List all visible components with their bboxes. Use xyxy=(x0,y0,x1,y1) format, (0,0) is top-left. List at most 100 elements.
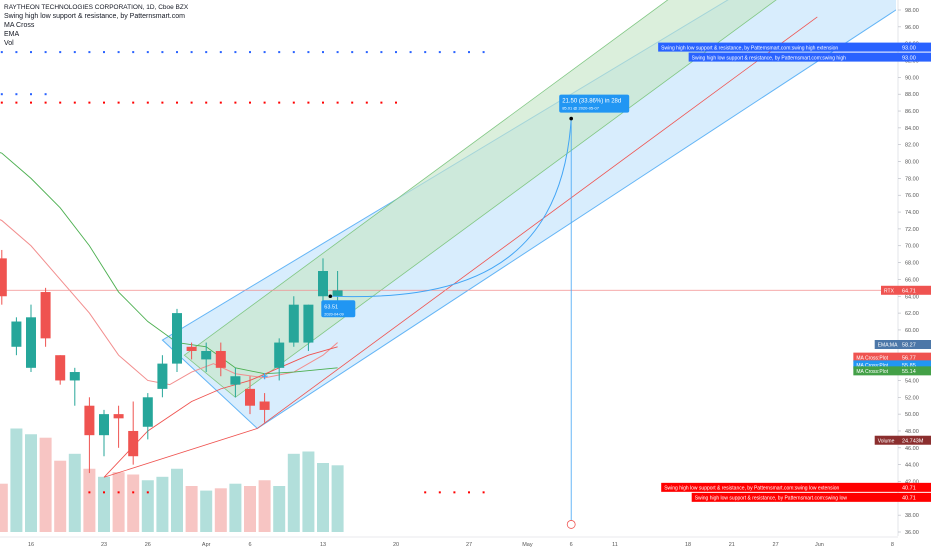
projection-end-sublabel: 85.01 @ 2020-05-07 xyxy=(562,106,600,111)
volume-bar xyxy=(83,468,96,532)
swing-high-dot xyxy=(103,51,105,54)
candles xyxy=(0,249,343,474)
projection-start-point xyxy=(328,294,333,299)
candle-body xyxy=(201,350,212,360)
swing-high-dot xyxy=(205,51,208,54)
price-badge-label-bg xyxy=(874,435,899,445)
price-axis-label: 68.00 xyxy=(905,261,919,267)
candle-body xyxy=(303,304,314,343)
swing-high-dot xyxy=(263,101,266,104)
candle-body xyxy=(40,292,51,339)
time-axis-label: 13 xyxy=(320,542,326,548)
price-badge-value-bg xyxy=(899,366,931,376)
swing-low-dot xyxy=(88,491,91,494)
ema-line xyxy=(0,219,338,386)
swing-levels xyxy=(0,51,485,494)
price-axis-label: 38.00 xyxy=(905,513,919,519)
volume-bar xyxy=(10,428,23,532)
swing-high-dot xyxy=(44,93,47,96)
swing-high-dot xyxy=(307,101,310,104)
time-axis-label: 27 xyxy=(773,542,779,548)
volume-bar xyxy=(39,437,52,532)
volume-bar xyxy=(214,488,227,532)
price-axis-label: 48.00 xyxy=(905,429,919,435)
price-axis-label: 64.00 xyxy=(905,294,919,300)
projection: 63.51 2020-04-09 21.50 (33.86%) in 28d85.0… xyxy=(261,94,630,529)
swing-low-dot xyxy=(103,491,105,494)
candle-body xyxy=(172,313,182,364)
swing-high-dot xyxy=(44,51,47,54)
price-badge-value-bg xyxy=(899,482,931,492)
swing-high-dot xyxy=(88,101,91,104)
swing-high-dot xyxy=(336,101,339,104)
volume-bar xyxy=(171,468,183,532)
price-axis-label: 66.00 xyxy=(905,277,919,283)
swing-low-dot xyxy=(132,491,135,494)
volume-bar xyxy=(68,453,81,532)
candle-body xyxy=(11,321,22,347)
plot-area: 63.51 2020-04-09 21.50 (33.86%) in 28d85.0… xyxy=(0,0,896,532)
volume-bar xyxy=(156,476,169,532)
swing-high-dot xyxy=(59,101,62,104)
price-badge-label: Swing high low support & resistance, by … xyxy=(664,486,839,492)
legend-indicator-ma-cross[interactable]: MA Cross xyxy=(4,22,35,29)
price-axis-label: 84.00 xyxy=(905,126,919,132)
swing-high-dot xyxy=(117,51,120,54)
swing-high-dot xyxy=(468,51,470,54)
candle-body xyxy=(0,258,7,297)
price-badge-value-bg xyxy=(899,435,931,445)
swing-high-dot xyxy=(351,51,354,54)
time-axis-label: Jun xyxy=(815,542,824,548)
candle-body xyxy=(69,372,80,381)
candle-body xyxy=(259,401,270,410)
price-badge-label: Swing high low support & resistance, by … xyxy=(692,55,846,61)
projection-start-sublabel: 2020-04-09 xyxy=(324,312,343,316)
price-badge-value: 93.00 xyxy=(902,55,916,61)
price-axis-label: 96.00 xyxy=(905,25,919,31)
swing-high-dot xyxy=(30,101,32,104)
swing-high-dot xyxy=(44,101,47,104)
legend-title: RAYTHEON TECHNOLOGIES CORPORATION, 1D, C… xyxy=(4,4,189,11)
price-badge-value-bg xyxy=(899,285,931,295)
swing-high-dot xyxy=(15,101,18,104)
candle-body xyxy=(230,376,241,385)
candle-body xyxy=(113,414,124,419)
price-badge-value: 93.00 xyxy=(902,45,916,51)
price-axis-label: 44.00 xyxy=(905,463,919,469)
swing-high-dot xyxy=(30,51,32,54)
swing-high-dot xyxy=(234,101,237,104)
channel-outer-band xyxy=(161,0,896,430)
price-axis-label: 36.00 xyxy=(905,530,919,536)
price-badge-label-bg xyxy=(691,492,899,502)
swing-high-dot xyxy=(380,101,383,104)
swing-high-dot xyxy=(219,101,222,104)
volume-bar xyxy=(302,451,315,532)
volume-bar xyxy=(112,472,125,532)
volume-bar xyxy=(287,453,300,532)
swing-low-dot xyxy=(424,491,427,494)
swing-high-dot xyxy=(336,51,339,54)
swing-high-dot xyxy=(424,51,427,54)
swing-high-dot xyxy=(132,101,135,104)
price-badge-label-bg xyxy=(853,366,899,376)
price-badge-label-bg xyxy=(881,285,899,295)
price-badge-label-bg xyxy=(658,42,899,52)
price-badge-value: 55.14 xyxy=(902,369,916,375)
price-badge-label-bg xyxy=(688,52,899,62)
legend-indicator-vol[interactable]: Vol xyxy=(4,40,14,47)
time-axis-label: 20 xyxy=(393,542,399,548)
price-badge-value: 58.27 xyxy=(902,343,916,349)
price-axis-label: 90.00 xyxy=(905,75,919,81)
legend-indicator-ema[interactable]: EMA xyxy=(4,31,20,38)
channel-center-line-ext xyxy=(103,428,258,478)
swing-high-dot xyxy=(88,51,91,54)
swing-high-dot xyxy=(146,51,149,54)
price-axis-label: 50.00 xyxy=(905,412,919,418)
price-axis-label: 86.00 xyxy=(905,109,919,115)
legend-indicator-swing[interactable]: Swing high low support & resistance, by … xyxy=(4,13,185,20)
time-axis-label: 6 xyxy=(570,542,573,548)
swing-high-dot xyxy=(176,101,178,104)
swing-high-dot xyxy=(146,101,149,104)
